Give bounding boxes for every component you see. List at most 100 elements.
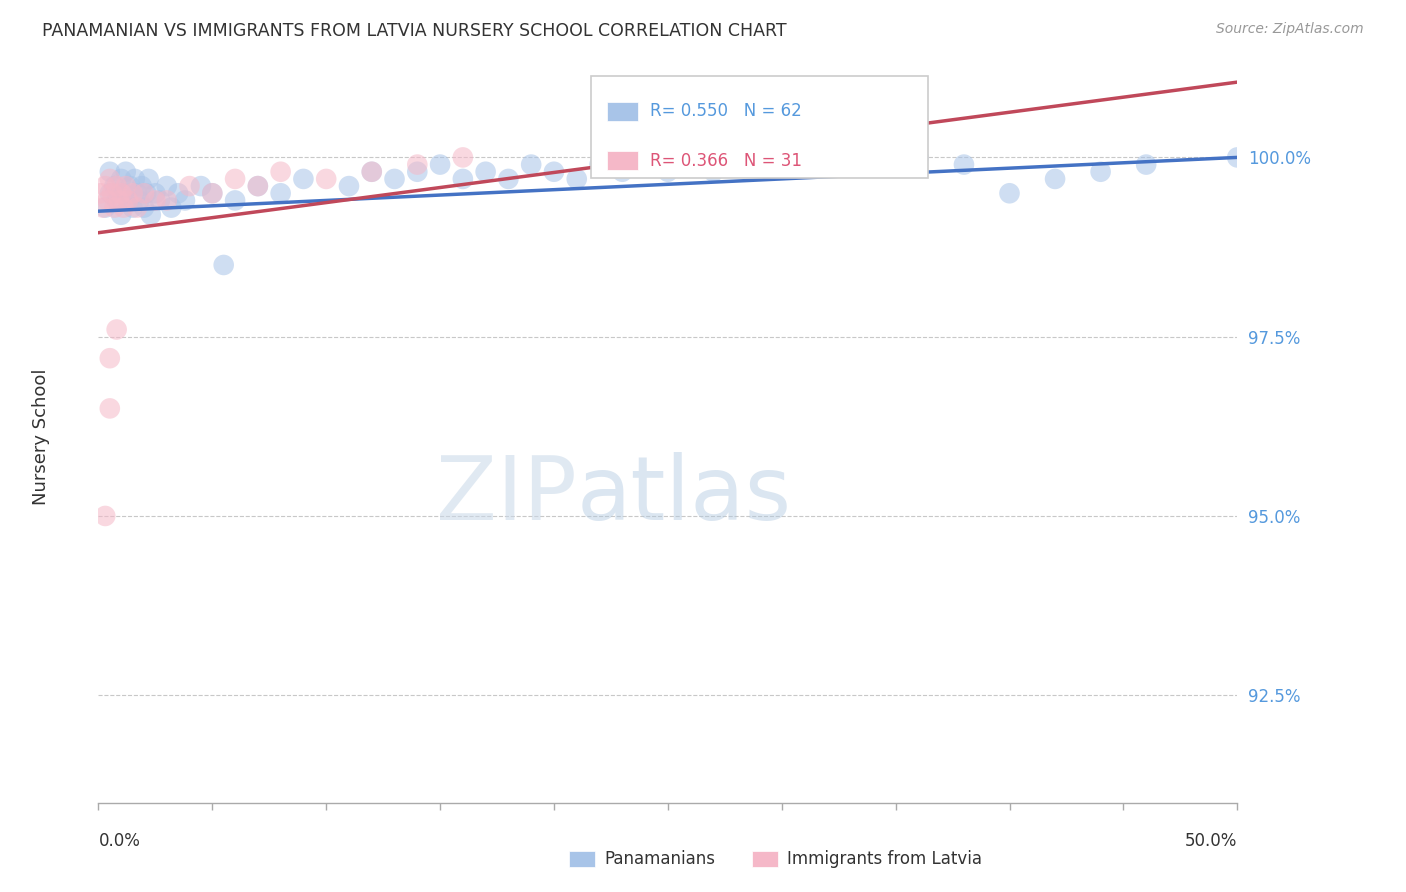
Point bbox=[565, 172, 588, 186]
Point bbox=[770, 158, 793, 172]
Point bbox=[120, 179, 142, 194]
Point bbox=[145, 194, 167, 208]
Text: 0.0%: 0.0% bbox=[98, 832, 141, 850]
Point bbox=[270, 186, 292, 201]
Point bbox=[167, 186, 190, 201]
Point bbox=[520, 158, 543, 172]
Point bbox=[292, 172, 315, 186]
Text: Immigrants from Latvia: Immigrants from Latvia bbox=[787, 850, 983, 868]
Point bbox=[94, 179, 117, 194]
Point bbox=[907, 150, 929, 164]
Point bbox=[270, 165, 292, 179]
Point bbox=[474, 165, 496, 179]
Point bbox=[145, 186, 167, 201]
Point bbox=[224, 172, 246, 186]
Point bbox=[612, 165, 634, 179]
Point bbox=[815, 150, 838, 164]
Point bbox=[101, 186, 124, 201]
Point bbox=[110, 208, 132, 222]
Point bbox=[90, 186, 112, 201]
Point bbox=[105, 194, 128, 208]
Point bbox=[406, 165, 429, 179]
Point bbox=[139, 208, 162, 222]
Point bbox=[201, 186, 224, 201]
Text: atlas: atlas bbox=[576, 452, 792, 539]
Point bbox=[315, 172, 337, 186]
Point bbox=[103, 179, 125, 194]
Point bbox=[127, 201, 149, 215]
Point bbox=[337, 179, 360, 194]
Point bbox=[96, 194, 118, 208]
Point bbox=[156, 194, 179, 208]
Point bbox=[862, 158, 884, 172]
Point bbox=[98, 186, 121, 201]
Point bbox=[121, 186, 143, 201]
Point bbox=[138, 172, 160, 186]
Point bbox=[451, 150, 474, 164]
Point bbox=[114, 179, 136, 194]
Point bbox=[384, 172, 406, 186]
Point bbox=[451, 172, 474, 186]
Point bbox=[953, 158, 976, 172]
Point bbox=[156, 179, 179, 194]
Point bbox=[246, 179, 269, 194]
Point bbox=[702, 165, 724, 179]
Point bbox=[212, 258, 235, 272]
Point bbox=[98, 172, 121, 186]
Point bbox=[1135, 158, 1157, 172]
Point bbox=[543, 165, 565, 179]
Point bbox=[132, 186, 155, 201]
Point bbox=[179, 179, 201, 194]
Point bbox=[1043, 172, 1066, 186]
Point bbox=[94, 201, 117, 215]
Point bbox=[190, 179, 212, 194]
Point bbox=[160, 201, 183, 215]
Point bbox=[121, 201, 143, 215]
Text: PANAMANIAN VS IMMIGRANTS FROM LATVIA NURSERY SCHOOL CORRELATION CHART: PANAMANIAN VS IMMIGRANTS FROM LATVIA NUR… bbox=[42, 22, 787, 40]
Point bbox=[117, 194, 139, 208]
Point bbox=[725, 158, 748, 172]
Point bbox=[98, 351, 121, 366]
Point bbox=[105, 322, 128, 336]
Point bbox=[128, 194, 150, 208]
Point bbox=[132, 201, 155, 215]
Point bbox=[112, 186, 135, 201]
Point bbox=[998, 186, 1021, 201]
Point bbox=[105, 179, 128, 194]
Point bbox=[110, 186, 132, 201]
Point bbox=[112, 201, 135, 215]
Text: Source: ZipAtlas.com: Source: ZipAtlas.com bbox=[1216, 22, 1364, 37]
Point bbox=[103, 201, 125, 215]
Text: Nursery School: Nursery School bbox=[32, 368, 51, 506]
Point bbox=[94, 508, 117, 523]
Point bbox=[657, 165, 679, 179]
Point bbox=[634, 158, 657, 172]
Point bbox=[201, 186, 224, 201]
Point bbox=[679, 158, 702, 172]
Point bbox=[1226, 150, 1249, 164]
Point bbox=[246, 179, 269, 194]
Point bbox=[360, 165, 382, 179]
Text: Panamanians: Panamanians bbox=[605, 850, 716, 868]
Point bbox=[110, 172, 132, 186]
Point bbox=[588, 158, 610, 172]
Point bbox=[98, 401, 121, 416]
Point bbox=[224, 194, 246, 208]
Text: 50.0%: 50.0% bbox=[1185, 832, 1237, 850]
Point bbox=[174, 194, 197, 208]
Point bbox=[114, 165, 136, 179]
Point bbox=[124, 172, 146, 186]
Point bbox=[498, 172, 520, 186]
Point bbox=[131, 179, 153, 194]
Text: R= 0.366   N = 31: R= 0.366 N = 31 bbox=[650, 152, 801, 169]
Text: ZIP: ZIP bbox=[436, 452, 576, 539]
Point bbox=[117, 194, 139, 208]
Point bbox=[91, 201, 114, 215]
Point bbox=[149, 194, 172, 208]
Point bbox=[406, 158, 429, 172]
Point bbox=[429, 158, 451, 172]
Point bbox=[1090, 165, 1112, 179]
Point bbox=[108, 194, 131, 208]
Point bbox=[360, 165, 382, 179]
Point bbox=[98, 165, 121, 179]
